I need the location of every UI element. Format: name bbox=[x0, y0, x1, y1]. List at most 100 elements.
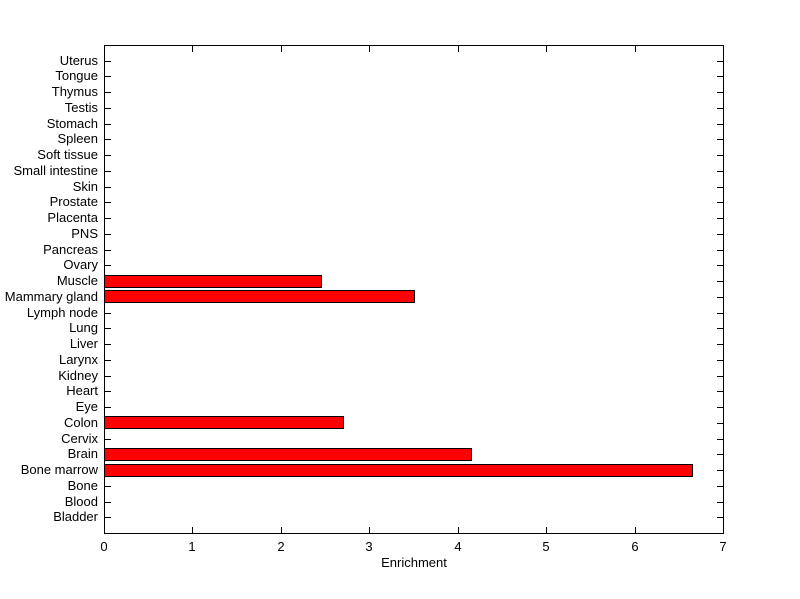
y-tick-mark bbox=[717, 171, 723, 172]
y-tick-mark bbox=[717, 502, 723, 503]
y-tick-mark bbox=[105, 313, 111, 314]
ytick-label-small-intestine: Small intestine bbox=[13, 163, 98, 178]
y-tick-mark bbox=[105, 439, 111, 440]
x-tick-mark bbox=[635, 527, 636, 533]
xtick-label-5: 5 bbox=[542, 539, 550, 554]
y-tick-mark bbox=[717, 108, 723, 109]
ytick-label-colon: Colon bbox=[64, 415, 98, 430]
y-tick-mark bbox=[105, 139, 111, 140]
y-tick-mark bbox=[717, 155, 723, 156]
bar-muscle bbox=[104, 275, 322, 288]
x-tick-mark bbox=[104, 527, 105, 533]
x-tick-mark bbox=[192, 527, 193, 533]
y-tick-mark bbox=[105, 376, 111, 377]
xtick-label-7: 7 bbox=[719, 539, 727, 554]
x-tick-mark bbox=[192, 46, 193, 52]
ytick-label-cervix: Cervix bbox=[61, 431, 98, 446]
y-tick-mark bbox=[717, 454, 723, 455]
ytick-label-larynx: Larynx bbox=[58, 352, 98, 367]
y-tick-mark bbox=[105, 344, 111, 345]
x-tick-mark bbox=[546, 527, 547, 533]
xtick-label-1: 1 bbox=[188, 539, 196, 554]
y-tick-mark bbox=[717, 344, 723, 345]
y-tick-mark bbox=[717, 61, 723, 62]
ytick-label-kidney: Kidney bbox=[58, 368, 98, 383]
ytick-label-pancreas: Pancreas bbox=[43, 242, 98, 257]
y-tick-mark bbox=[717, 92, 723, 93]
y-tick-mark bbox=[105, 502, 111, 503]
y-tick-mark bbox=[105, 360, 111, 361]
x-tick-mark bbox=[281, 527, 282, 533]
x-tick-mark bbox=[458, 46, 459, 52]
y-tick-mark bbox=[717, 360, 723, 361]
y-tick-mark bbox=[105, 92, 111, 93]
y-tick-mark bbox=[105, 250, 111, 251]
y-tick-mark bbox=[105, 218, 111, 219]
ytick-label-lung: Lung bbox=[69, 320, 98, 335]
y-tick-mark bbox=[717, 202, 723, 203]
ytick-label-uterus: Uterus bbox=[59, 53, 98, 68]
y-tick-mark bbox=[717, 328, 723, 329]
ytick-label-muscle: Muscle bbox=[56, 273, 98, 288]
ytick-label-brain: Brain bbox=[67, 446, 98, 461]
y-tick-mark bbox=[717, 376, 723, 377]
x-tick-mark bbox=[723, 527, 724, 533]
ytick-label-testis: Testis bbox=[64, 100, 98, 115]
x-tick-mark bbox=[104, 46, 105, 52]
y-tick-mark bbox=[717, 250, 723, 251]
bar-brain bbox=[104, 448, 472, 461]
y-tick-mark bbox=[105, 61, 111, 62]
y-tick-mark bbox=[717, 313, 723, 314]
y-tick-mark bbox=[717, 139, 723, 140]
y-tick-mark bbox=[105, 486, 111, 487]
ytick-label-heart: Heart bbox=[66, 383, 98, 398]
y-tick-mark bbox=[717, 265, 723, 266]
y-tick-mark bbox=[105, 517, 111, 518]
ytick-label-lymph-node: Lymph node bbox=[26, 305, 98, 320]
ytick-label-eye: Eye bbox=[75, 399, 98, 414]
ytick-label-spleen: Spleen bbox=[57, 131, 98, 146]
ytick-label-bone-marrow: Bone marrow bbox=[20, 462, 98, 477]
ytick-label-blood: Blood bbox=[64, 494, 98, 509]
x-tick-mark bbox=[635, 46, 636, 52]
y-tick-mark bbox=[717, 486, 723, 487]
y-tick-mark bbox=[717, 391, 723, 392]
y-tick-mark bbox=[717, 407, 723, 408]
y-tick-mark bbox=[105, 171, 111, 172]
ytick-label-thymus: Thymus bbox=[51, 84, 98, 99]
ytick-label-liver: Liver bbox=[69, 336, 98, 351]
y-tick-mark bbox=[105, 407, 111, 408]
x-tick-mark bbox=[458, 527, 459, 533]
x-tick-mark bbox=[281, 46, 282, 52]
y-tick-mark bbox=[105, 265, 111, 266]
y-tick-mark bbox=[105, 234, 111, 235]
ytick-label-bone: Bone bbox=[67, 478, 98, 493]
xtick-label-6: 6 bbox=[631, 539, 639, 554]
y-tick-mark bbox=[105, 187, 111, 188]
y-tick-mark bbox=[717, 281, 723, 282]
xtick-label-2: 2 bbox=[277, 539, 285, 554]
xtick-label-4: 4 bbox=[454, 539, 462, 554]
y-tick-mark bbox=[717, 470, 723, 471]
ytick-label-skin: Skin bbox=[72, 179, 98, 194]
x-tick-mark bbox=[723, 46, 724, 52]
x-axis-title: Enrichment bbox=[381, 555, 447, 570]
y-tick-mark bbox=[717, 234, 723, 235]
ytick-label-bladder: Bladder bbox=[53, 509, 98, 524]
y-tick-mark bbox=[717, 76, 723, 77]
y-tick-mark bbox=[105, 155, 111, 156]
y-tick-mark bbox=[717, 187, 723, 188]
ytick-label-tongue: Tongue bbox=[55, 68, 98, 83]
bar-bone-marrow bbox=[104, 464, 693, 477]
x-tick-mark bbox=[546, 46, 547, 52]
y-tick-mark bbox=[717, 124, 723, 125]
y-tick-mark bbox=[717, 218, 723, 219]
xtick-label-3: 3 bbox=[365, 539, 373, 554]
y-tick-mark bbox=[105, 328, 111, 329]
ytick-label-mammary-gland: Mammary gland bbox=[4, 289, 98, 304]
y-tick-mark bbox=[717, 439, 723, 440]
x-tick-mark bbox=[369, 527, 370, 533]
ytick-label-prostate: Prostate bbox=[49, 194, 98, 209]
x-tick-mark bbox=[369, 46, 370, 52]
bar-colon bbox=[104, 416, 344, 429]
